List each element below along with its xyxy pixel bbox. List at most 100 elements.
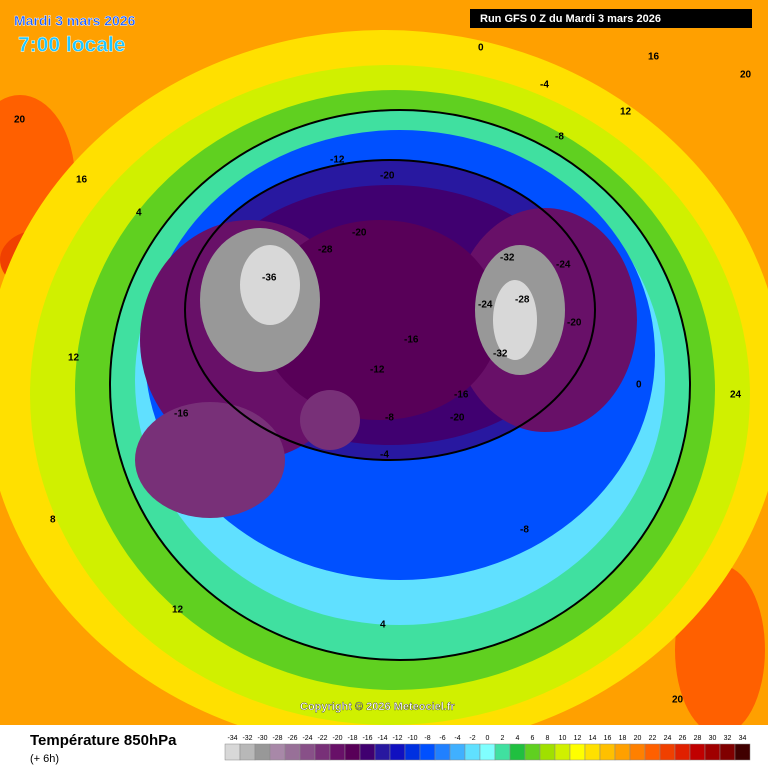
scale-swatch [674, 743, 691, 761]
scale-swatch [419, 743, 436, 761]
isotherm-label: -16 [174, 409, 189, 420]
isotherm-label: 20 [14, 115, 26, 126]
scale-swatch [539, 743, 556, 761]
isotherm-label: -28 [515, 295, 530, 306]
isotherm-label: 16 [76, 175, 88, 186]
scale-swatch [689, 743, 706, 761]
scale-label: -26 [287, 735, 297, 742]
isotherm-label: 12 [68, 353, 80, 364]
scale-label: -16 [362, 735, 372, 742]
map-labels: -36 -32 -32 -28 -28 -24 -24 -20 -20 -20 -20 -16 -16 -… [14, 43, 752, 706]
color-scale: -34 -32 -30 -28 -26 -24 -22 -20 -18 -16 -14 -12 -10-… [224, 735, 751, 761]
scale-swatch [329, 743, 346, 761]
scale-label: 22 [649, 735, 657, 742]
scale-swatch [299, 743, 316, 761]
isotherm-label: -8 [555, 132, 564, 143]
scale-label: 6 [531, 735, 535, 742]
isotherm-label: 0 [478, 43, 484, 54]
scale-swatch [344, 743, 361, 761]
isotherm-label: -12 [370, 365, 385, 376]
scale-swatch [434, 743, 451, 761]
isotherm-label: -24 [478, 300, 493, 311]
scale-swatch [449, 743, 466, 761]
scale-swatch [509, 743, 526, 761]
scale-swatch [224, 743, 241, 761]
scale-swatch [269, 743, 286, 761]
scale-swatch [359, 743, 376, 761]
scale-swatch [254, 743, 271, 761]
isotherm-label: 16 [648, 52, 660, 63]
scale-label: 0 [486, 735, 490, 742]
scale-label: 32 [724, 735, 732, 742]
scale-swatch [659, 743, 676, 761]
isotherm-label: -12 [330, 155, 345, 166]
scale-label: -10 [407, 735, 417, 742]
scale-swatch [629, 743, 646, 761]
scale-swatch [704, 743, 721, 761]
scale-swatch [734, 743, 751, 761]
scale-label: 14 [589, 735, 597, 742]
isotherm-label: 20 [672, 695, 684, 706]
scale-label: 24 [664, 735, 672, 742]
scale-label: 10 [559, 735, 567, 742]
isotherm-label: -4 [380, 450, 389, 461]
scale-label: -24 [302, 735, 312, 742]
temperature-zone [300, 390, 360, 450]
isotherm-label: -24 [556, 260, 571, 271]
scale-swatch [569, 743, 586, 761]
scale-label: 20 [634, 735, 642, 742]
scale-label: -6 [439, 735, 445, 742]
scale-label: -20 [332, 735, 342, 742]
isotherm-label: -8 [520, 525, 529, 536]
scale-label: 30 [709, 735, 717, 742]
scale-label: 8 [546, 735, 550, 742]
date: Mardi 3 mars 2026 [14, 13, 136, 29]
isotherm-label: 24 [730, 390, 742, 401]
scale-label: -22 [317, 735, 327, 742]
isotherm-label: 0 [636, 380, 642, 391]
scale-swatch [464, 743, 481, 761]
isotherm-label: -20 [567, 318, 582, 329]
map [0, 0, 768, 750]
contour [184, 159, 596, 461]
isotherm-label: 12 [172, 605, 184, 616]
scale-swatch [719, 743, 736, 761]
scale-label: 12 [574, 735, 582, 742]
scale-label: -14 [377, 735, 387, 742]
scale-swatch [404, 743, 421, 761]
isotherm-label: -36 [262, 273, 277, 284]
copyright: Copyright © 2026 Meteociel.fr [300, 701, 456, 713]
local-time: 7:00 locale [18, 34, 125, 57]
isotherm-label: -4 [540, 80, 549, 91]
scale-swatch [284, 743, 301, 761]
isotherm-label: 8 [50, 515, 56, 526]
isotherm-label: 12 [620, 107, 632, 118]
isotherm-label: 4 [380, 620, 386, 631]
isotherm-label: -16 [454, 390, 469, 401]
scale-swatch [374, 743, 391, 761]
scale-swatch [554, 743, 571, 761]
scale-label: 4 [516, 735, 520, 742]
scale-label: -34 [227, 735, 237, 742]
scale-swatch [644, 743, 661, 761]
run-box [470, 9, 752, 28]
scale-swatch [599, 743, 616, 761]
scale-swatch [524, 743, 541, 761]
isotherm-label: 4 [136, 208, 142, 219]
lead-time: (+ 6h) [30, 753, 59, 765]
isotherm-label: 20 [740, 70, 752, 81]
scale-swatch [614, 743, 631, 761]
scale-swatch [494, 743, 511, 761]
isotherm-label: -8 [385, 413, 394, 424]
isotherm-label: -20 [380, 171, 395, 182]
isotherm-label: -20 [352, 228, 367, 239]
isotherm-label: -16 [404, 335, 419, 346]
scale-label: -18 [347, 735, 357, 742]
run: Run GFS 0 Z du Mardi 3 mars 2026 [480, 13, 661, 25]
zero-contour [109, 109, 691, 661]
scale-label: -28 [272, 735, 282, 742]
scale-label: -2 [469, 735, 475, 742]
temperature-zone [135, 402, 285, 518]
scale-label: 26 [679, 735, 687, 742]
